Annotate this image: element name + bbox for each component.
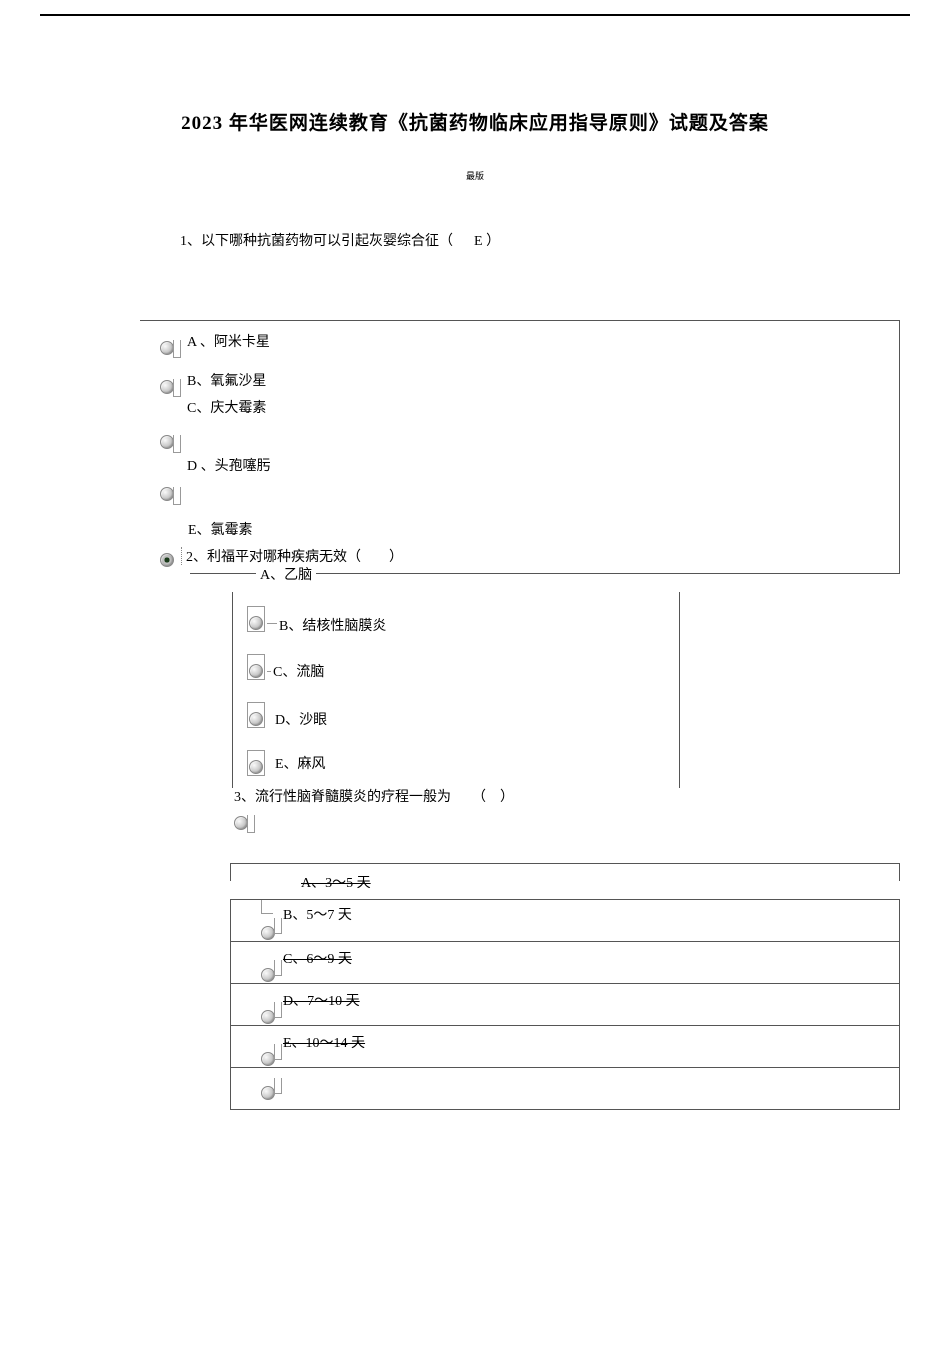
q3-a-label: A、3～5 天 xyxy=(299,872,373,892)
q2-b-label: B、结核性脑膜炎 xyxy=(279,615,386,635)
q3-e-label: E、10～14 天 xyxy=(283,1036,365,1051)
radio-stub xyxy=(274,1044,282,1060)
q2-option-e: E、麻风 xyxy=(247,750,665,776)
q2-option-d: D、沙眼 xyxy=(247,702,665,728)
page-title: 2023 年华医网连续教育《抗菌药物临床应用指导原则》试题及答案 xyxy=(40,108,910,135)
lead-line xyxy=(261,900,273,914)
page: 2023 年华医网连续教育《抗菌药物临床应用指导原则》试题及答案 最版 1、以下… xyxy=(0,108,950,1110)
q1-option-c: C、庆大霉素 xyxy=(160,411,899,453)
q3-stem-radio xyxy=(234,808,910,833)
q2-c-label: C、流脑 xyxy=(273,661,324,681)
radio-stub xyxy=(274,1078,282,1094)
page-subtitle: 最版 xyxy=(40,169,910,182)
q2-option-b: B、结核性脑膜炎 xyxy=(247,606,665,632)
q1-option-b: B、氧氟沙星 xyxy=(160,372,899,397)
q3-d-label: D、7～10 天 xyxy=(283,994,360,1009)
radio-icon[interactable] xyxy=(160,435,174,449)
q3-b-label: B、5～7 天 xyxy=(283,908,352,923)
radio-icon[interactable] xyxy=(160,341,174,355)
q2-a-label: A、乙脑 xyxy=(256,564,316,584)
radio-stub xyxy=(247,815,255,833)
radio-frame xyxy=(247,606,265,632)
q2-a-wrap: A、乙脑 xyxy=(190,574,900,592)
q3-option-d: D、7～10 天 xyxy=(231,984,899,1026)
q1-option-d: D 、头孢噻肟 xyxy=(160,467,899,505)
radio-stub xyxy=(173,340,181,358)
radio-wrap xyxy=(261,960,282,982)
q1-stem-prefix: 1、以下哪种抗菌药物可以引起灰婴综合征（ xyxy=(180,234,453,249)
q3-c-label: C、6～9 天 xyxy=(283,952,352,967)
radio-wrap xyxy=(261,1078,282,1100)
q1-e-label: E、氯霉素 xyxy=(188,519,253,539)
q2-options: B、结核性脑膜炎 C、流脑 D、沙眼 E、麻风 xyxy=(232,592,680,788)
content: 1、以下哪种抗菌药物可以引起灰婴综合征（ E ） A 、阿米卡星 B、氧氟沙星 … xyxy=(40,230,910,1110)
radio-icon[interactable] xyxy=(249,616,263,630)
radio-stub xyxy=(274,1002,282,1018)
radio-selected-icon[interactable] xyxy=(160,553,174,567)
radio-icon[interactable] xyxy=(160,380,174,394)
q1-stem-answer: E xyxy=(474,234,483,249)
q1-options: A 、阿米卡星 B、氧氟沙星 C、庆大霉素 D 、头孢噻肟 E、氯霉素 xyxy=(140,320,900,573)
radio-icon[interactable] xyxy=(261,926,275,940)
q2-stem: 2、利福平对哪种疾病无效（ ） xyxy=(186,546,403,566)
radio-icon[interactable] xyxy=(234,816,248,830)
radio-icon[interactable] xyxy=(249,664,263,678)
q3-option-blank xyxy=(231,1068,899,1110)
q1-a-label: A 、阿米卡星 xyxy=(187,331,270,351)
q1-stem-suffix: ） xyxy=(486,234,500,249)
radio-frame xyxy=(247,654,265,680)
radio-stub xyxy=(274,960,282,976)
radio-icon[interactable] xyxy=(261,968,275,982)
dotted-stub xyxy=(176,547,182,565)
top-rule xyxy=(40,14,910,16)
radio-wrap xyxy=(261,918,282,940)
radio-frame xyxy=(247,750,265,776)
radio-wrap xyxy=(261,1002,282,1024)
q3-a-bar: A、3～5 天 xyxy=(230,863,900,881)
q1-stem: 1、以下哪种抗菌药物可以引起灰婴综合征（ E ） xyxy=(180,230,910,250)
radio-frame xyxy=(247,702,265,728)
q2-d-label: D、沙眼 xyxy=(275,709,327,729)
q1-option-e: E、氯霉素 xyxy=(160,519,899,539)
radio-icon[interactable] xyxy=(249,712,263,726)
q1-b-label: B、氧氟沙星 xyxy=(187,370,266,390)
connector xyxy=(267,671,271,672)
radio-stub xyxy=(173,435,181,453)
q1-d-label: D 、头孢噻肟 xyxy=(187,455,271,475)
connector xyxy=(267,623,277,624)
q2-e-label: E、麻风 xyxy=(275,753,326,773)
radio-icon[interactable] xyxy=(261,1086,275,1100)
q2-option-c: C、流脑 xyxy=(247,654,665,680)
q2-block: A、乙脑 B、结核性脑膜炎 C、流脑 D、沙眼 xyxy=(190,573,900,788)
radio-icon[interactable] xyxy=(249,760,263,774)
radio-stub xyxy=(173,487,181,505)
radio-icon[interactable] xyxy=(261,1010,275,1024)
radio-icon[interactable] xyxy=(160,487,174,501)
q3-block: A、3～5 天 B、5～7 天 C、6～9 天 xyxy=(230,863,900,1110)
q3-options: B、5～7 天 C、6～9 天 D、7～10 天 xyxy=(230,899,900,1110)
q3-option-c: C、6～9 天 xyxy=(231,942,899,984)
q1-c-label: C、庆大霉素 xyxy=(187,397,266,417)
radio-stub xyxy=(274,918,282,934)
radio-icon[interactable] xyxy=(261,1052,275,1066)
q3-stem: 3、流行性脑脊髓膜炎的疗程一般为 （ ） xyxy=(234,786,910,806)
q3-option-e: E、10～14 天 xyxy=(231,1026,899,1068)
q1-option-a: A 、阿米卡星 xyxy=(160,333,899,358)
radio-stub xyxy=(173,379,181,397)
radio-wrap xyxy=(261,1044,282,1066)
q3-option-b: B、5～7 天 xyxy=(231,900,899,942)
